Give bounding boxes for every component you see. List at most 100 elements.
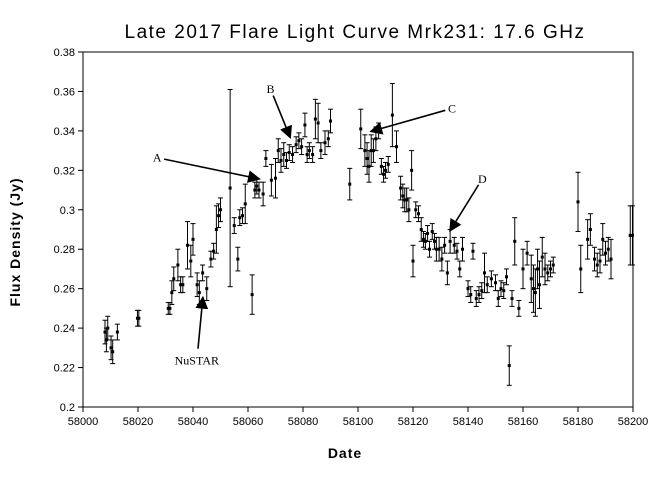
data-point — [359, 127, 363, 131]
data-point — [455, 249, 459, 253]
annotation-label: C — [448, 101, 456, 115]
y-axis-label: Flux Density (Jy) — [7, 177, 23, 306]
data-point — [369, 149, 373, 153]
data-point — [285, 158, 288, 162]
data-point — [316, 121, 320, 125]
x-tick-label: 58140 — [453, 416, 484, 428]
data-point — [367, 164, 371, 168]
data-point — [432, 239, 436, 243]
data-point — [588, 228, 592, 231]
data-point — [303, 123, 307, 127]
x-tick-label: 58200 — [618, 416, 649, 428]
data-point — [428, 247, 431, 251]
data-point — [170, 291, 174, 295]
data-point — [419, 228, 423, 231]
data-point — [469, 293, 473, 297]
annotations: A B C D NuSTAR — [153, 82, 487, 368]
data-point — [311, 153, 315, 157]
y-tick-label: 0.26 — [54, 284, 75, 296]
x-tick-label: 58080 — [288, 416, 319, 428]
y-tick-label: 0.3 — [60, 205, 75, 217]
data-point — [604, 251, 607, 255]
data-point — [137, 316, 141, 320]
x-tick-label: 58060 — [233, 416, 264, 428]
data-point — [536, 267, 540, 271]
data-point — [440, 257, 444, 261]
data-point — [348, 182, 352, 186]
data-point — [106, 326, 110, 330]
data-point — [109, 346, 113, 350]
x-tick-label: 58120 — [398, 416, 429, 428]
x-tick-label: 58020 — [123, 416, 154, 428]
data-point — [313, 117, 317, 121]
data-point — [250, 293, 254, 297]
data-point — [525, 251, 529, 255]
data-point — [606, 247, 610, 251]
data-point — [445, 271, 449, 275]
data-point — [236, 257, 240, 261]
axis-ticks: 58000 58020 58040 58060 58080 58100 58120 58140… — [54, 47, 649, 428]
data-point — [517, 306, 521, 310]
data-point — [172, 277, 176, 281]
data-point — [423, 239, 427, 243]
data-point — [598, 259, 602, 263]
data-point — [489, 277, 493, 281]
data-point — [269, 178, 273, 182]
data-point — [282, 153, 286, 157]
data-point — [319, 149, 323, 153]
data-point — [307, 149, 311, 153]
data-point — [326, 137, 330, 141]
data-point — [499, 287, 503, 291]
annotation-label: D — [478, 172, 487, 186]
data-point — [510, 297, 514, 301]
data-point — [103, 330, 107, 334]
data-point — [243, 202, 247, 206]
data-point — [115, 330, 119, 334]
data-point — [410, 168, 414, 172]
data-point — [601, 237, 605, 241]
data-point — [586, 237, 590, 241]
data-point — [474, 297, 478, 301]
data-point — [421, 237, 425, 241]
data-point — [382, 172, 386, 176]
data-point — [576, 200, 580, 204]
error-bars — [102, 83, 635, 386]
data-point — [390, 113, 394, 117]
data-point — [540, 255, 544, 259]
data-point — [300, 145, 304, 149]
data-point — [329, 119, 332, 123]
data-point — [458, 267, 462, 271]
data-point — [480, 289, 484, 293]
annotation-arrow — [272, 95, 292, 139]
data-point — [323, 141, 327, 145]
data-point — [529, 277, 533, 281]
y-tick-label: 0.28 — [54, 244, 75, 256]
data-point — [186, 243, 189, 247]
data-point — [176, 263, 180, 267]
data-point — [551, 263, 555, 267]
plot-area-frame — [82, 51, 634, 408]
data-point — [483, 271, 486, 275]
data-point — [399, 186, 403, 190]
data-point — [305, 153, 309, 157]
data-point — [546, 271, 550, 275]
y-tick-label: 0.32 — [54, 165, 75, 177]
data-point — [507, 364, 511, 368]
data-point — [485, 283, 489, 287]
x-tick-label: 58040 — [178, 416, 209, 428]
x-tick-label: 58000 — [68, 416, 99, 428]
y-tick-label: 0.36 — [54, 86, 75, 98]
data-point — [217, 214, 221, 218]
annotation-arrow — [195, 295, 209, 349]
data-point — [405, 198, 409, 202]
y-tick-label: 0.22 — [54, 363, 75, 375]
data-point — [228, 186, 232, 190]
data-point — [452, 243, 456, 247]
data-point — [437, 247, 441, 251]
annotation-label: B — [267, 82, 275, 96]
data-point — [395, 145, 398, 149]
annotation-label: NuSTAR — [175, 354, 219, 368]
data-points — [103, 113, 634, 368]
data-point — [414, 208, 418, 212]
data-point — [384, 168, 387, 172]
